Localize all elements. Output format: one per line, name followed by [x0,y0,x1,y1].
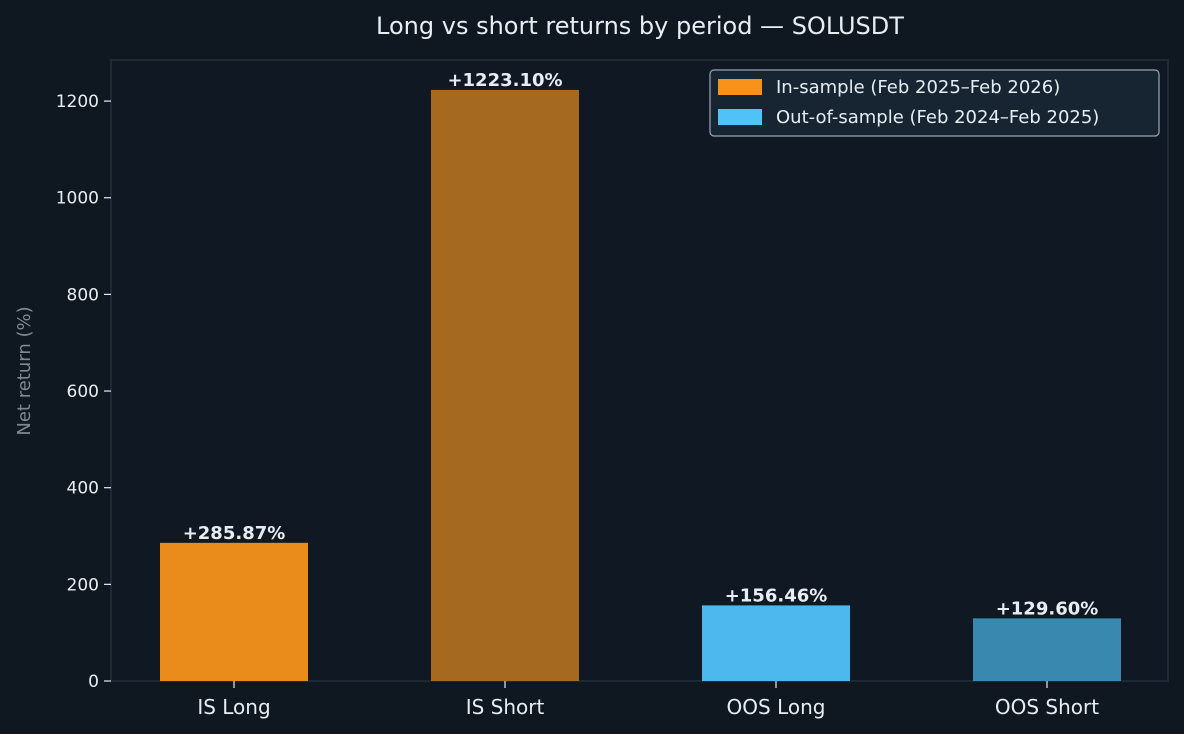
data-label: +129.60% [996,598,1099,619]
data-labels: +285.87% +1223.10% +156.46% +129.60% [183,70,1099,619]
data-label: +1223.10% [447,70,562,91]
x-tick-label: IS Long [197,695,270,719]
x-axis: IS Long IS Short OOS Long OOS Short [197,681,1099,719]
bar-is-short [431,89,579,682]
bar-oos-short [973,618,1121,681]
y-tick-label: 200 [67,575,99,595]
legend-entry: Out-of-sample (Feb 2024–Feb 2025) [776,107,1099,128]
data-label: +156.46% [725,585,828,606]
x-tick-label: IS Short [466,695,545,719]
y-axis-label: Net return (%) [14,306,35,435]
bar-oos-long [702,605,850,681]
y-tick-label: 800 [67,285,99,305]
x-tick-label: OOS Long [727,695,826,719]
data-label: +285.87% [183,523,286,544]
y-tick-label: 1200 [56,92,99,112]
y-axis: 0 200 400 600 800 1000 1200 [56,92,111,692]
legend-swatch [718,109,762,125]
legend-entry: In-sample (Feb 2025–Feb 2026) [776,77,1060,98]
legend-box [709,69,1160,137]
y-tick-label: 0 [88,672,99,692]
legend: In-sample (Feb 2025–Feb 2026) Out-of-samp… [709,69,1160,137]
bars [160,89,1121,682]
y-tick-label: 400 [67,479,99,499]
chart-title: Long vs short returns by period — SOLUSD… [376,12,904,40]
y-tick-label: 1000 [56,189,99,209]
bar-is-long [160,542,308,681]
x-tick-label: OOS Short [995,695,1099,719]
legend-swatch [718,79,762,95]
y-tick-label: 600 [67,382,99,402]
